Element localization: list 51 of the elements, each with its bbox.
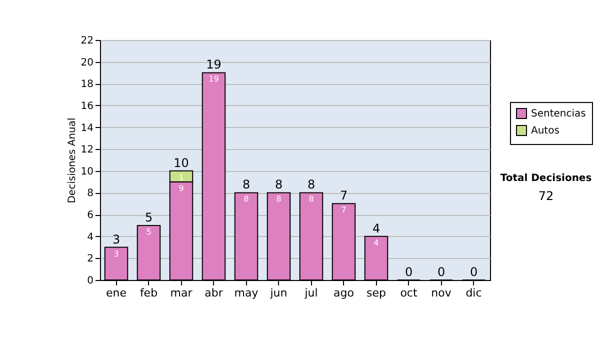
data-label: 3 <box>114 249 119 258</box>
y-tick-label: 6 <box>87 210 94 222</box>
total-label: 4 <box>372 221 380 236</box>
x-tick-label: nov <box>431 286 452 300</box>
x-tick-label: jul <box>304 286 318 300</box>
x-tick-label: abr <box>204 286 224 300</box>
y-tick-label: 20 <box>80 57 94 68</box>
total-label: 0 <box>404 265 413 279</box>
x-tick-label: oct <box>400 286 418 300</box>
data-label: 8 <box>244 194 249 204</box>
data-label: 8 <box>308 194 314 204</box>
data-label: 4 <box>374 238 379 248</box>
total-label: 8 <box>307 178 316 192</box>
total-label: 7 <box>340 188 348 203</box>
x-tick-label: may <box>234 286 259 300</box>
data-label: 8 <box>276 194 282 204</box>
y-tick-label: 10 <box>80 166 94 178</box>
x-tick-label: jun <box>269 286 288 300</box>
y-tick-label: 12 <box>80 144 94 156</box>
y-axis-title: Decisiones Anual <box>66 118 78 204</box>
total-label: 0 <box>437 265 446 279</box>
y-tick-label: 4 <box>87 232 94 243</box>
legend-label: Autos <box>531 126 560 136</box>
y-tick-label: 22 <box>80 36 94 46</box>
x-tick-label: ago <box>334 286 354 300</box>
data-label: 9 <box>178 184 184 193</box>
x-tick-label: ene <box>106 286 127 300</box>
total-label: 5 <box>144 210 153 224</box>
total-label: 8 <box>242 178 250 192</box>
x-tick-label: dic <box>466 286 482 300</box>
x-tick-label: sep <box>366 286 386 300</box>
total-label: 0 <box>470 265 478 279</box>
data-label: 5 <box>146 227 152 236</box>
data-label: 7 <box>341 206 346 215</box>
text: 72 <box>538 189 554 203</box>
x-tick-label: feb <box>140 286 158 300</box>
y-tick-label: 14 <box>80 122 94 134</box>
data-label: 1 <box>178 172 184 182</box>
total-label: 19 <box>206 58 222 72</box>
data-label: 19 <box>208 74 219 84</box>
y-tick-label: 2 <box>87 254 94 265</box>
total-label: 8 <box>274 178 283 192</box>
text: Total Decisiones <box>500 173 592 184</box>
total-label: 3 <box>112 232 120 246</box>
x-tick-label: mar <box>170 286 193 300</box>
y-tick-label: 16 <box>80 100 94 112</box>
y-tick-label: 0 <box>87 276 94 286</box>
y-tick-label: 18 <box>80 79 94 90</box>
y-tick-label: 8 <box>87 188 94 200</box>
legend-label: Sentencias <box>531 108 586 120</box>
total-label: 10 <box>174 156 189 170</box>
